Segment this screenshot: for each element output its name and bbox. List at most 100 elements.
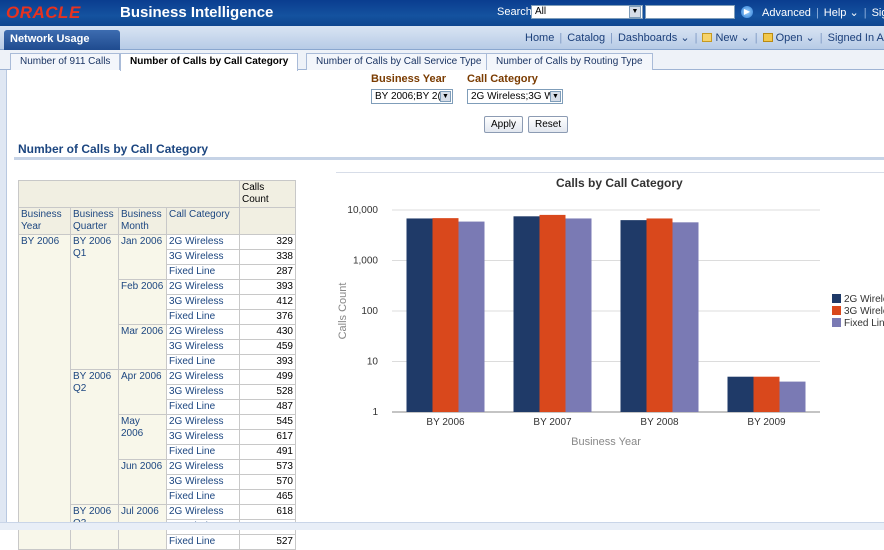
category-cell[interactable]: Fixed Line xyxy=(166,354,240,370)
column-header[interactable]: Call Category xyxy=(166,207,240,235)
call-category-select[interactable]: 2G Wireless;3G W ▼ xyxy=(467,89,563,104)
category-cell[interactable]: 3G Wireless xyxy=(166,429,240,445)
calls-count-cell: 376 xyxy=(239,309,296,325)
business-year-select[interactable]: BY 2006;BY 2( ▼ xyxy=(371,89,453,104)
open-menu[interactable]: Open ⌄ xyxy=(775,32,815,44)
apply-button[interactable]: Apply xyxy=(484,116,524,133)
y-tick-label: 1,000 xyxy=(353,256,378,267)
category-cell[interactable]: 2G Wireless xyxy=(166,369,240,385)
search-scope-dropdown[interactable]: All ▼ xyxy=(531,5,643,19)
search-input[interactable] xyxy=(645,5,735,19)
table-row: Mar 2006 2G Wireless 430 xyxy=(19,324,296,370)
table-row: 3G Wireless 338 xyxy=(19,249,296,265)
year-cell[interactable]: BY 2006 xyxy=(18,234,71,550)
legend-swatch xyxy=(832,318,841,327)
x-tick-label: BY 2008 xyxy=(640,417,679,428)
tab-calls-by-routing-type[interactable]: Number of Calls by Routing Type xyxy=(486,53,653,70)
legend-label: Fixed Lin xyxy=(844,318,884,329)
tab-911-calls[interactable]: Number of 911 Calls xyxy=(10,53,121,70)
category-cell[interactable]: 2G Wireless xyxy=(166,414,240,430)
category-cell[interactable]: 2G Wireless xyxy=(166,234,240,250)
quarter-cell[interactable]: BY 2006 Q2 xyxy=(70,369,119,505)
quarter-cell[interactable]: BY 2006 Q1 xyxy=(70,234,119,370)
signed-in-menu[interactable]: Signed In A xyxy=(827,32,884,44)
advanced-link[interactable]: Advanced xyxy=(762,7,811,19)
bar-by-2009 xyxy=(779,381,806,412)
category-cell[interactable]: 3G Wireless xyxy=(166,384,240,400)
calls-count-cell: 570 xyxy=(239,474,296,490)
bar-by-2006 xyxy=(406,218,433,412)
y-tick-label: 100 xyxy=(361,306,378,317)
help-menu[interactable]: Help ⌄ xyxy=(823,7,859,19)
category-cell[interactable]: 2G Wireless xyxy=(166,324,240,340)
table-row: Jun 2006 2G Wireless 573 xyxy=(19,459,296,505)
category-cell[interactable]: 3G Wireless xyxy=(166,339,240,355)
search-go-icon[interactable]: ▶ xyxy=(741,6,753,18)
category-cell[interactable]: 3G Wireless xyxy=(166,294,240,310)
category-cell[interactable]: Fixed Line xyxy=(166,489,240,505)
category-cell[interactable]: 2G Wireless xyxy=(166,504,240,520)
table-row: BY 2006 BY 2006 Q1 Jan 2006 2G Wireless 329 xyxy=(18,234,296,550)
home-link[interactable]: Home xyxy=(525,32,555,44)
month-cell[interactable]: Apr 2006 xyxy=(118,369,167,415)
table-header-spacer xyxy=(18,180,240,208)
column-header[interactable]: Business Quarter xyxy=(70,207,119,235)
calls-count-cell: 573 xyxy=(239,459,296,475)
bar-by-2006 xyxy=(432,218,459,412)
business-year-label: Business Year xyxy=(371,73,447,85)
global-links: Advanced|Help ⌄|Sig xyxy=(762,6,884,19)
calls-count-cell: 338 xyxy=(239,249,296,265)
category-cell[interactable]: 2G Wireless xyxy=(166,459,240,475)
month-cell[interactable]: Feb 2006 xyxy=(118,279,167,325)
catalog-link[interactable]: Catalog xyxy=(567,32,606,44)
top-header-bar: ORACLE Business Intelligence Search All … xyxy=(0,0,884,26)
legend-swatch xyxy=(832,294,841,303)
sign-out-link[interactable]: Sig xyxy=(871,7,884,19)
bar-by-2008 xyxy=(672,222,699,412)
category-cell[interactable]: 3G Wireless xyxy=(166,249,240,265)
dashboard-tab-network-usage[interactable]: Network Usage xyxy=(4,30,120,50)
category-cell[interactable]: 3G Wireless xyxy=(166,474,240,490)
calls-count-cell: 528 xyxy=(239,384,296,400)
category-cell[interactable]: 2G Wireless xyxy=(166,279,240,295)
chevron-down-icon[interactable]: ▼ xyxy=(550,91,561,102)
table-row: May 2006 2G Wireless 545 xyxy=(19,414,296,460)
category-cell[interactable]: Fixed Line xyxy=(166,309,240,325)
new-icon xyxy=(702,33,713,42)
dashboards-menu[interactable]: Dashboards ⌄ xyxy=(617,32,690,44)
calls-count-cell: 491 xyxy=(239,444,296,460)
dashboard-navbar: Network Usage Home | Catalog | Dashboards ⌄ |… xyxy=(0,26,884,50)
category-cell[interactable]: Fixed Line xyxy=(166,534,240,550)
reset-button[interactable]: Reset xyxy=(528,116,569,133)
calls-count-cell: 430 xyxy=(239,324,296,340)
month-cell[interactable]: Mar 2006 xyxy=(118,324,167,370)
category-cell[interactable]: Fixed Line xyxy=(166,444,240,460)
category-cell[interactable]: Fixed Line xyxy=(166,264,240,280)
calls-count-cell: 459 xyxy=(239,339,296,355)
month-cell[interactable]: May 2006 xyxy=(118,414,167,460)
category-cell[interactable]: Fixed Line xyxy=(166,399,240,415)
folder-icon xyxy=(762,33,773,42)
calls-count-cell: 487 xyxy=(239,399,296,415)
bar-by-2007 xyxy=(539,214,566,412)
month-cell[interactable]: Jan 2006 xyxy=(118,234,167,280)
tab-calls-by-category[interactable]: Number of Calls by Call Category xyxy=(120,53,299,71)
chart-top-border xyxy=(336,172,884,173)
measure-header: Calls Count xyxy=(239,180,296,208)
column-header-blank xyxy=(239,207,296,235)
calls-count-cell: 499 xyxy=(239,369,296,385)
calls-count-cell: 393 xyxy=(239,354,296,370)
chevron-down-icon[interactable]: ▼ xyxy=(629,6,641,18)
column-header[interactable]: Business Month xyxy=(118,207,167,235)
column-header[interactable]: Business Year xyxy=(18,207,71,235)
month-cell[interactable]: Jun 2006 xyxy=(118,459,167,505)
chevron-down-icon[interactable]: ▼ xyxy=(440,91,451,102)
table-row: 3G Wireless 459 xyxy=(19,339,296,355)
calls-count-cell: 412 xyxy=(239,294,296,310)
bar-by-2007 xyxy=(565,218,592,412)
tab-calls-by-service-type[interactable]: Number of Calls by Call Service Type xyxy=(306,53,492,70)
x-axis-title: Business Year xyxy=(571,436,641,448)
new-menu[interactable]: New ⌄ xyxy=(715,32,750,44)
legend-label: 2G Wirele xyxy=(844,294,884,305)
page-tabs: Number of 911 Calls Number of Calls by C… xyxy=(0,50,884,71)
